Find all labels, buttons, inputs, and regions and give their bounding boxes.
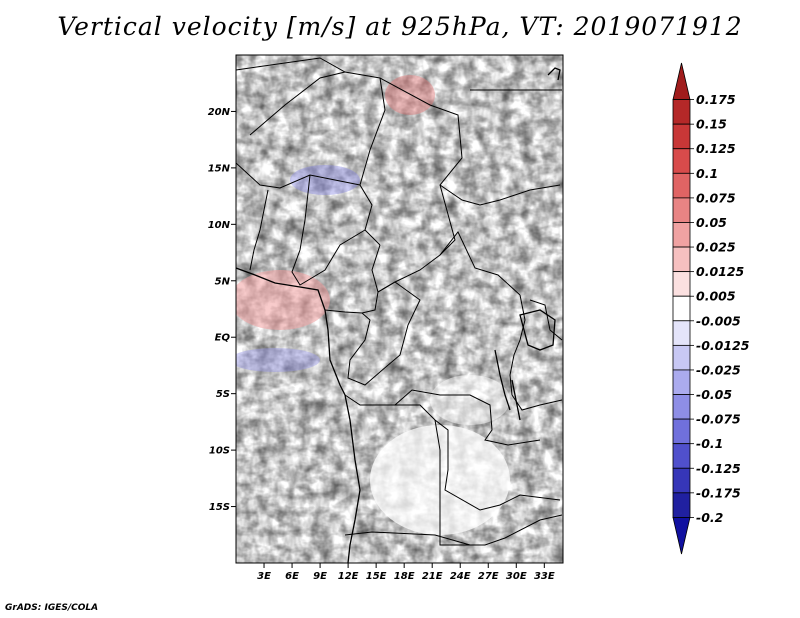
colorbar-label: 0.005 xyxy=(696,289,736,304)
colorbar-swatch xyxy=(672,99,691,125)
colorbar-swatch xyxy=(672,197,691,223)
lon-tick-label: 9E xyxy=(313,571,327,582)
lon-tick-label: 12E xyxy=(338,571,359,582)
map-frame xyxy=(235,54,564,564)
lon-tick-label: 6E xyxy=(285,571,299,582)
map-field xyxy=(236,55,563,563)
colorbar-swatch xyxy=(672,320,691,346)
colorbar: 0.175 0.15 0.125 0.1 0.075 0.05 0.025 0.0125 0.0… xyxy=(672,62,750,555)
colorbar-swatch xyxy=(672,443,691,469)
colorbar-swatch xyxy=(672,148,691,174)
colorbar-label: 0.1 xyxy=(696,166,718,181)
lon-tick-label: 27E xyxy=(478,571,499,582)
colorbar-label: -0.175 xyxy=(696,485,741,500)
colorbar-swatch xyxy=(672,295,691,322)
colorbar-label: -0.2 xyxy=(696,510,723,525)
lon-tick-label: 24E xyxy=(450,571,471,582)
colorbar-label: -0.075 xyxy=(696,412,741,427)
lat-tick-label: 5N xyxy=(215,276,231,287)
colorbar-swatch xyxy=(672,123,691,150)
lat-tick-label: 10S xyxy=(209,446,230,457)
lat-tick-label: 15S xyxy=(209,502,230,513)
latitude-axis: 20N 15N 10N 5N EQ 5S 10S 15S xyxy=(208,107,236,513)
colorbar-swatch xyxy=(672,222,691,248)
lon-tick-label: 33E xyxy=(534,571,555,582)
colorbar-label: -0.025 xyxy=(696,362,741,377)
lat-tick-label: EQ xyxy=(215,333,231,344)
lon-tick-label: 18E xyxy=(394,571,415,582)
colorbar-swatch xyxy=(672,271,691,297)
colorbar-swatch xyxy=(672,418,691,445)
lat-tick-label: 20N xyxy=(208,107,231,118)
colorbar-label: -0.125 xyxy=(696,461,741,476)
colorbar-label: 0.175 xyxy=(696,92,736,107)
colorbar-swatch xyxy=(672,344,691,371)
coastlines xyxy=(236,67,561,563)
colorbar-swatch xyxy=(672,492,691,518)
colorbar-label: 0.05 xyxy=(696,215,727,230)
colorbar-label: -0.1 xyxy=(696,436,723,451)
lat-tick-label: 15N xyxy=(208,163,231,174)
map-title: Vertical velocity [m/s] at 925hPa, VT: 2… xyxy=(57,12,743,41)
longitude-axis: 3E 6E 9E 12E 15E 18E 21E 24E 27E 30E 33E xyxy=(257,563,555,582)
colorbar-swatch xyxy=(672,246,691,273)
colorbar-label: -0.005 xyxy=(696,313,741,328)
lat-tick-label: 5S xyxy=(216,389,230,400)
colorbar-swatch xyxy=(672,62,691,100)
colorbar-swatch xyxy=(672,369,691,395)
colorbar-label: 0.15 xyxy=(696,117,727,132)
colorbar-swatch xyxy=(672,517,691,555)
footer-credit: GrADS: IGES/COLA xyxy=(5,603,99,613)
lon-tick-label: 15E xyxy=(366,571,387,582)
colorbar-swatch xyxy=(672,172,691,199)
colorbar-label: 0.075 xyxy=(696,190,736,205)
colorbar-swatch xyxy=(672,394,691,420)
colorbar-label: 0.025 xyxy=(696,240,736,255)
lon-tick-label: 21E xyxy=(422,571,443,582)
lat-tick-label: 10N xyxy=(208,220,231,231)
colorbar-swatch xyxy=(672,467,691,494)
colorbar-label: 0.0125 xyxy=(696,264,745,279)
colorbar-label: 0.125 xyxy=(696,141,736,156)
colorbar-label: -0.0125 xyxy=(696,338,750,353)
lon-tick-label: 3E xyxy=(257,571,271,582)
colorbar-label: -0.05 xyxy=(696,387,732,402)
lon-tick-label: 30E xyxy=(506,571,527,582)
